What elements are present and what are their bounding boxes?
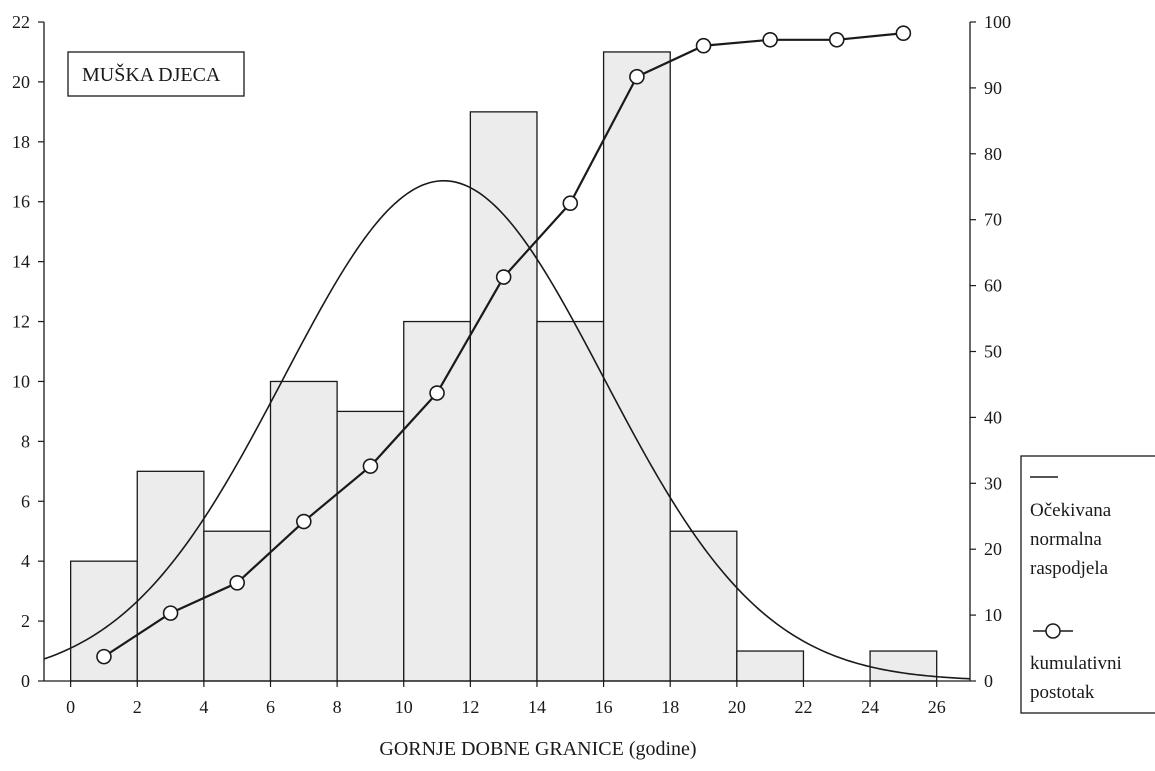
x-tick-label: 22 bbox=[794, 697, 812, 717]
normal-distribution-curve bbox=[43, 179, 971, 680]
cumulative-point bbox=[562, 195, 579, 212]
y-right-tick-label: 20 bbox=[984, 539, 1002, 559]
y-left-tick-label: 20 bbox=[12, 72, 30, 92]
normal-curve-layer bbox=[43, 179, 971, 680]
y-left-tick-label: 0 bbox=[21, 671, 30, 691]
y-left-tick-label: 10 bbox=[12, 371, 30, 391]
x-tick-label: 6 bbox=[266, 697, 275, 717]
y-right-tick-label: 0 bbox=[984, 671, 993, 691]
histogram-bar bbox=[469, 111, 538, 682]
cumulative-point bbox=[96, 648, 112, 665]
y-right-tick-label: 10 bbox=[984, 605, 1002, 625]
y-left-tick-label: 14 bbox=[12, 252, 30, 272]
x-tick-label: 14 bbox=[528, 697, 546, 717]
cumulative-point bbox=[629, 68, 645, 85]
legend-normal-label-3: raspodjela bbox=[1030, 558, 1109, 579]
cumulative-point bbox=[695, 37, 712, 54]
x-tick-label: 2 bbox=[133, 697, 142, 717]
cumulative-point bbox=[362, 458, 379, 474]
y-right-tick-label: 60 bbox=[984, 276, 1002, 296]
y-right-tick-label: 80 bbox=[984, 144, 1002, 164]
x-tick-label: 20 bbox=[728, 697, 746, 717]
cumulative-point bbox=[429, 385, 445, 401]
legend-frame bbox=[1020, 455, 1155, 714]
y-right-tick-label: 100 bbox=[984, 12, 1011, 32]
x-tick-label: 26 bbox=[928, 697, 946, 717]
axes-layer: 0 2 4 6 8 10 12 14 16 18 20 22 24 2602468101214161820… bbox=[12, 12, 1011, 717]
y-right-tick-label: 90 bbox=[984, 78, 1002, 98]
cumulative-point bbox=[162, 605, 179, 621]
x-tick-label: 18 bbox=[661, 697, 679, 717]
inset-title-text: MUŠKA DJECA bbox=[82, 62, 221, 86]
x-tick-label: 24 bbox=[861, 697, 879, 717]
histogram-bar bbox=[736, 650, 805, 682]
inset-title-box: MUŠKA DJECA bbox=[67, 51, 245, 97]
y-left-tick-label: 18 bbox=[12, 132, 30, 152]
legend: Očekivana normalna raspodjela kumulativn… bbox=[1020, 455, 1155, 714]
x-tick-label: 4 bbox=[199, 697, 208, 717]
cumulative-point bbox=[828, 31, 845, 48]
cumulative-point bbox=[296, 513, 312, 530]
y-left-tick-label: 22 bbox=[12, 12, 30, 32]
histogram-bar bbox=[136, 470, 205, 682]
cumulative-point bbox=[895, 25, 912, 42]
x-tick-label: 0 bbox=[66, 697, 75, 717]
y-left-tick-label: 12 bbox=[12, 312, 30, 332]
histogram-bar bbox=[536, 320, 605, 682]
cumulative-point bbox=[229, 575, 245, 591]
histogram-bar bbox=[269, 380, 338, 682]
y-right-tick-label: 50 bbox=[984, 342, 1002, 362]
y-left-tick-label: 4 bbox=[21, 551, 30, 571]
histogram-bar bbox=[602, 51, 671, 682]
legend-cumulative-label-1: kumulativni bbox=[1030, 653, 1122, 674]
legend-cumulative-label-2: postotak bbox=[1030, 682, 1095, 703]
x-axis-title: GORNJE DOBNE GRANICE (godine) bbox=[379, 738, 696, 760]
legend-normal-label-1: Očekivana bbox=[1030, 500, 1112, 521]
histogram-bar bbox=[203, 530, 272, 682]
y-right-tick-label: 70 bbox=[984, 210, 1002, 230]
y-left-tick-label: 16 bbox=[12, 192, 30, 212]
cumulative-layer bbox=[96, 25, 912, 665]
y-left-tick-label: 8 bbox=[21, 431, 30, 451]
y-right-tick-label: 40 bbox=[984, 407, 1002, 427]
cumulative-point bbox=[762, 31, 778, 48]
histogram-bar bbox=[669, 530, 738, 682]
x-tick-label: 8 bbox=[333, 697, 342, 717]
cumulative-point bbox=[495, 269, 512, 285]
y-right-tick-label: 30 bbox=[984, 473, 1002, 493]
y-left-tick-label: 2 bbox=[21, 611, 30, 631]
histogram-bar bbox=[336, 410, 405, 682]
legend-cumulative-marker bbox=[1045, 623, 1061, 639]
x-tick-label: 12 bbox=[461, 697, 479, 717]
x-tick-label: 10 bbox=[395, 697, 413, 717]
legend-normal-label-2: normalna bbox=[1030, 529, 1102, 550]
inset-title-frame bbox=[67, 51, 245, 97]
histogram-bar bbox=[403, 320, 472, 682]
bars-layer bbox=[69, 51, 938, 682]
y-left-tick-label: 6 bbox=[21, 491, 30, 511]
x-tick-label: 16 bbox=[595, 697, 613, 717]
